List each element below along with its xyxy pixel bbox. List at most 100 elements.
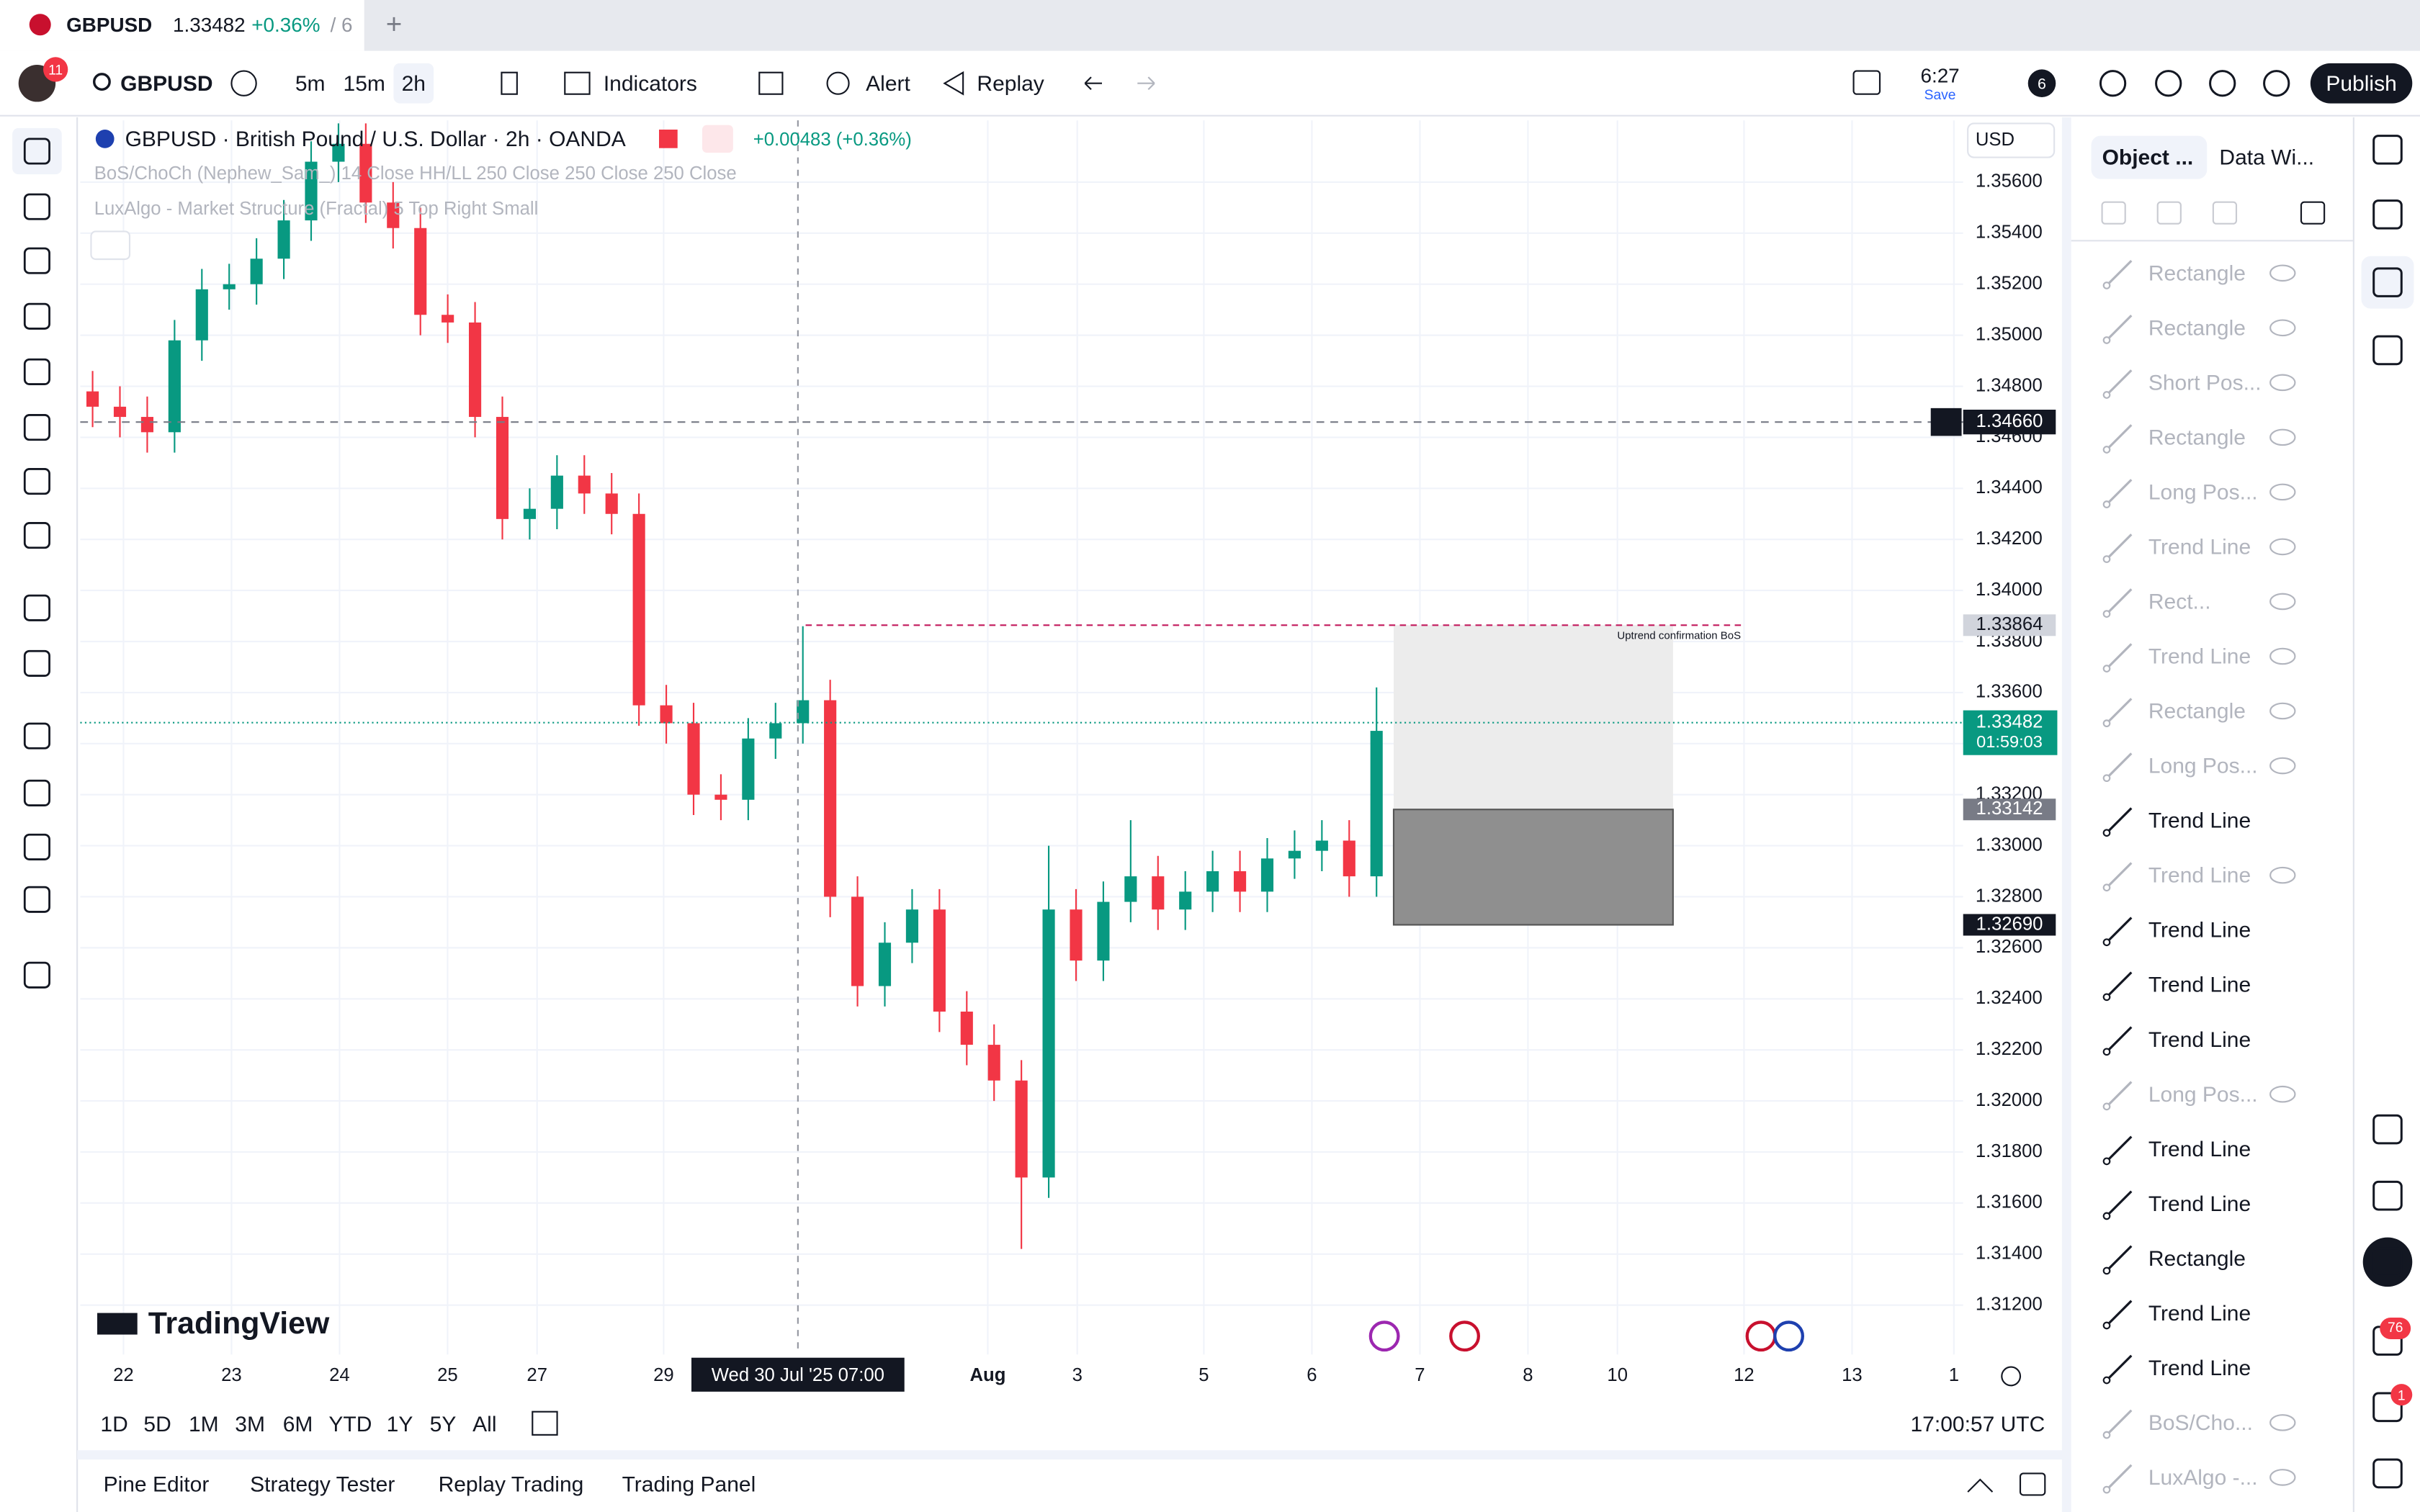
axis-settings[interactable]	[2001, 1366, 2022, 1387]
object-item[interactable]: Rectangle	[2148, 426, 2246, 449]
sidebar-icon[interactable]	[2372, 335, 2403, 366]
tool-icon[interactable]	[23, 302, 50, 330]
sidebar-icon[interactable]	[2372, 267, 2403, 297]
object-item[interactable]: Trend Line	[2148, 919, 2251, 942]
range-button[interactable]: 1M	[189, 1413, 219, 1436]
event-icon[interactable]	[1773, 1320, 1804, 1352]
chart-type-icon[interactable]	[501, 71, 518, 95]
hidden-icon[interactable]	[2269, 538, 2296, 556]
header-icon[interactable]	[2209, 70, 2236, 97]
bottom-tab[interactable]: Pine Editor	[104, 1472, 210, 1496]
date-range-icon[interactable]	[532, 1410, 558, 1436]
tool-icon[interactable]	[23, 358, 50, 385]
undo-icon[interactable]	[1084, 76, 1102, 91]
tool-icon[interactable]	[23, 961, 50, 989]
object-item[interactable]: Trend Line	[2148, 535, 2251, 559]
panel-tab[interactable]: Object ...	[2102, 146, 2194, 170]
object-item[interactable]: Rect...	[2148, 590, 2211, 614]
hidden-icon[interactable]	[2269, 428, 2296, 446]
hidden-icon[interactable]	[2269, 319, 2296, 337]
range-button[interactable]: All	[472, 1413, 496, 1436]
search-icon[interactable]	[92, 73, 111, 91]
sidebar-icon[interactable]	[2372, 1114, 2403, 1145]
hidden-icon[interactable]	[2269, 1085, 2296, 1103]
replay[interactable]: Replay	[977, 72, 1044, 96]
range-button[interactable]: 5Y	[430, 1413, 457, 1436]
tool-icon[interactable]	[23, 414, 50, 441]
event-icon[interactable]	[1449, 1320, 1480, 1352]
sidebar-icon[interactable]	[2372, 199, 2403, 230]
range-button[interactable]: 1Y	[387, 1413, 413, 1436]
sidebar-icon[interactable]	[2372, 1392, 2403, 1423]
panel-action[interactable]	[2212, 201, 2238, 225]
object-item[interactable]: Long Pos...	[2148, 480, 2258, 504]
publish-button[interactable]	[2310, 63, 2413, 104]
new-tab[interactable]: +	[386, 9, 403, 40]
indicators[interactable]: Indicators	[604, 72, 697, 96]
object-item[interactable]: Long Pos...	[2148, 1083, 2258, 1107]
range-button[interactable]: YTD	[328, 1413, 372, 1436]
bottom-tab[interactable]: Strategy Tester	[250, 1472, 395, 1496]
indicators-icon[interactable]	[564, 71, 591, 95]
sidebar-icon[interactable]	[2372, 1180, 2403, 1211]
publish[interactable]: Publish	[2326, 72, 2396, 96]
hidden-icon[interactable]	[2269, 264, 2296, 282]
hidden-icon[interactable]	[2269, 1469, 2296, 1486]
object-item[interactable]: Trend Line	[2148, 1356, 2251, 1380]
hidden-icon[interactable]	[2269, 483, 2296, 501]
object-item[interactable]: Trend Line	[2148, 1192, 2251, 1216]
object-item[interactable]: LuxAlgo -...	[2148, 1466, 2258, 1490]
maximize-panel[interactable]	[2019, 1472, 2046, 1496]
bottom-tab[interactable]: Trading Panel	[622, 1472, 756, 1496]
redo-icon[interactable]	[1137, 76, 1155, 91]
symbol-search[interactable]: GBPUSD	[120, 72, 212, 96]
interval[interactable]: 2h	[402, 72, 426, 96]
object-item[interactable]: Short Pos...	[2148, 371, 2262, 395]
hidden-icon[interactable]	[2269, 866, 2296, 884]
hidden-icon[interactable]	[2269, 702, 2296, 720]
compare-icon[interactable]	[230, 70, 257, 96]
object-item[interactable]: Long Pos...	[2148, 755, 2258, 778]
header-icon[interactable]	[2263, 70, 2290, 97]
layout-icon[interactable]	[1852, 70, 1881, 95]
object-item[interactable]: Trend Line	[2148, 1302, 2251, 1326]
hidden-icon[interactable]	[2269, 757, 2296, 775]
panel-tab[interactable]: Data Wi...	[2219, 146, 2314, 170]
apps-button[interactable]	[2362, 1237, 2413, 1287]
object-item[interactable]: Rectangle	[2148, 316, 2246, 340]
object-item[interactable]: Rectangle	[2148, 261, 2246, 285]
tool-icon[interactable]	[23, 886, 50, 913]
range-button[interactable]: 1D	[100, 1413, 127, 1436]
tool-icon[interactable]	[23, 594, 50, 621]
hidden-icon[interactable]	[2269, 374, 2296, 392]
tool-icon[interactable]	[23, 193, 50, 220]
interval[interactable]: 15m	[344, 72, 385, 96]
sidebar-icon[interactable]	[2372, 1458, 2403, 1489]
range-button[interactable]: 3M	[235, 1413, 265, 1436]
tool-icon[interactable]	[23, 833, 50, 860]
interval[interactable]: 5m	[295, 72, 326, 96]
object-item[interactable]: Trend Line	[2148, 1028, 2251, 1052]
header-icon[interactable]	[2155, 70, 2182, 97]
event-icon[interactable]	[1368, 1320, 1400, 1352]
tool-icon[interactable]	[23, 468, 50, 495]
sidebar-icon[interactable]	[2372, 135, 2403, 165]
sidebar-icon[interactable]	[2372, 1247, 2403, 1277]
collapse-legend[interactable]	[90, 230, 131, 261]
object-item[interactable]: Trend Line	[2148, 1138, 2251, 1161]
panel-action[interactable]	[2101, 201, 2126, 225]
currency-box[interactable]	[1967, 122, 2056, 158]
object-item[interactable]: Trend Line	[2148, 973, 2251, 997]
tool-icon[interactable]	[23, 722, 50, 750]
panel-action[interactable]	[2300, 201, 2326, 225]
event-icon[interactable]	[1745, 1320, 1777, 1352]
object-item[interactable]: Trend Line	[2148, 809, 2251, 833]
layouts-icon[interactable]	[758, 71, 784, 95]
tool-icon[interactable]	[23, 138, 50, 165]
tool-icon[interactable]	[23, 649, 50, 677]
save[interactable]: Save	[1924, 88, 1956, 103]
hidden-icon[interactable]	[2269, 593, 2296, 611]
object-item[interactable]: Trend Line	[2148, 864, 2251, 888]
bottom-tab[interactable]: Replay Trading	[439, 1472, 584, 1496]
hidden-icon[interactable]	[2269, 647, 2296, 665]
